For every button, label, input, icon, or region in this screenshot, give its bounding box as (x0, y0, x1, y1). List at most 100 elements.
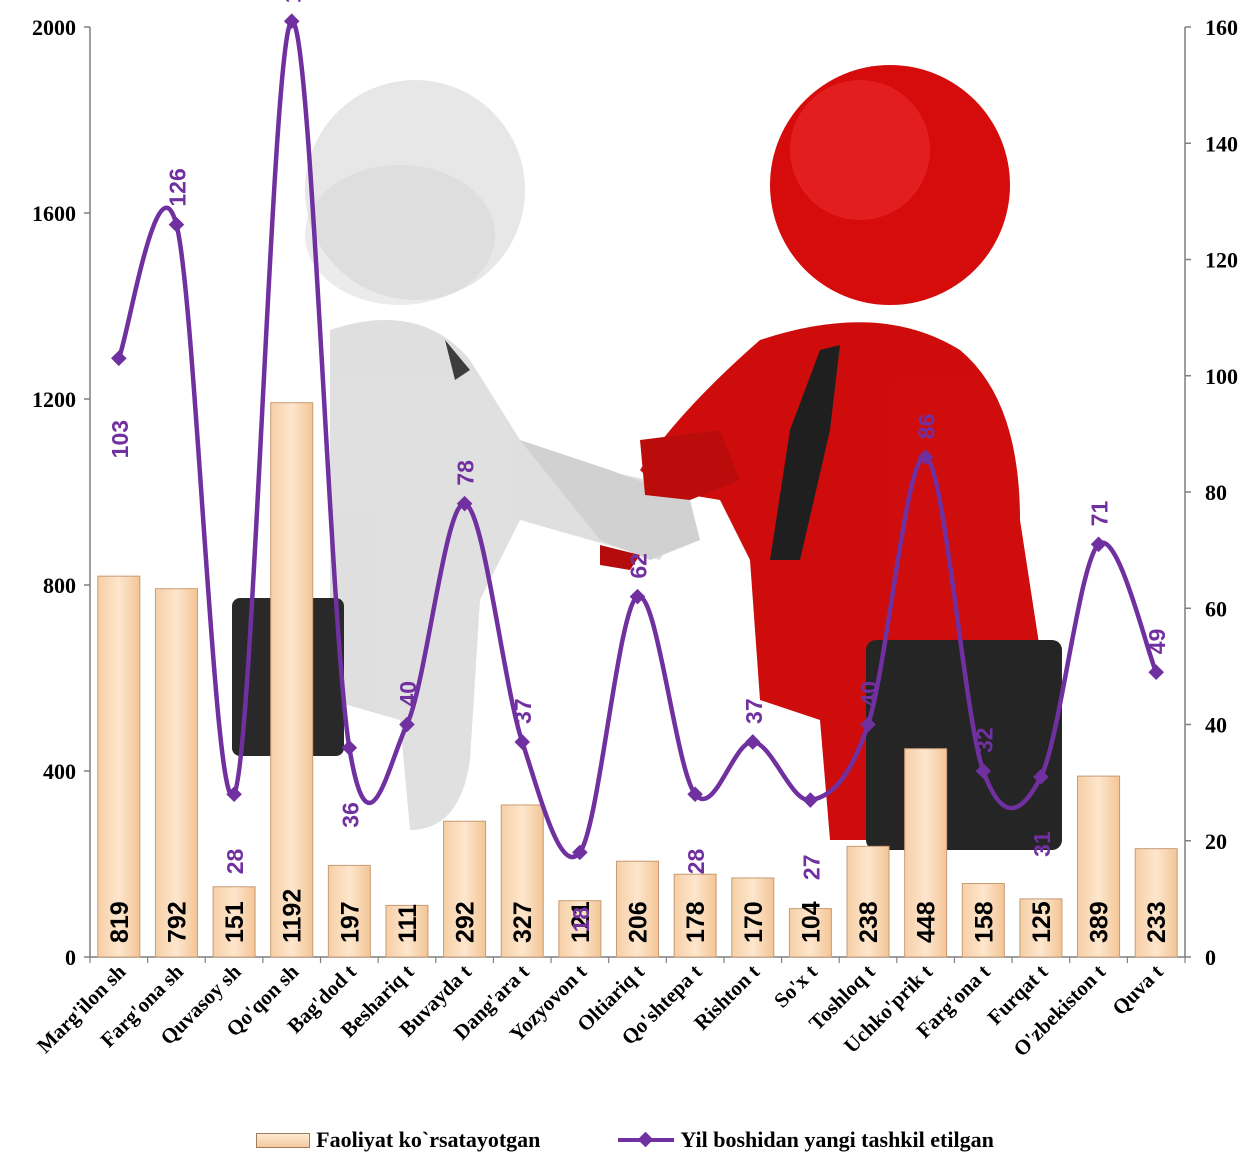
line-value-label: 103 (107, 420, 133, 458)
bar-value-label: 792 (163, 901, 191, 943)
line-value-label: 28 (683, 848, 709, 874)
bar (616, 860, 659, 958)
legend-line-label: Yil boshidan yangi tashkil etilgan (680, 1127, 994, 1152)
line-value-label: 28 (222, 848, 248, 874)
bar-value-label: 292 (452, 901, 480, 943)
bar-value-label: 327 (509, 901, 537, 943)
line-point-marker (168, 216, 185, 233)
bar (731, 877, 775, 958)
line-value-label: 161 (280, 0, 306, 3)
legend-bar-swatch (256, 1132, 311, 1148)
right-tick-label: 100 (1205, 364, 1238, 389)
left-tick-label: 800 (43, 573, 76, 598)
legend-item-bar: Faoliyat ko`rsatayotgan (256, 1127, 540, 1153)
bar (385, 904, 429, 958)
right-tick-label: 40 (1205, 713, 1227, 738)
bar-value-label: 151 (221, 901, 249, 943)
line-point-marker (111, 350, 127, 367)
bar-value-labels: 819 792 151 1192 197 111 292 327 121 206 178 170 104… (106, 889, 1171, 943)
bar (154, 588, 198, 958)
bar-value-label: 125 (1028, 901, 1056, 943)
bar-value-label: 238 (855, 901, 883, 943)
legend: Faoliyat ko`rsatayotgan Yil boshidan yan… (0, 1120, 1250, 1160)
line-point-marker (514, 734, 531, 750)
bar-value-label: 111 (394, 904, 422, 943)
right-tick-label: 140 (1205, 131, 1238, 156)
left-tick-label: 1600 (32, 201, 76, 226)
right-tick-label: 60 (1205, 596, 1227, 621)
line-value-label: 36 (337, 802, 363, 828)
line-value-label: 32 (971, 727, 997, 753)
line-value-labels: 103 126 28 161 36 40 78 37 18 62 28 37 27 40 86 32 31 71 4… (107, 0, 1170, 932)
bar (1019, 898, 1063, 958)
bar (961, 883, 1005, 958)
bar-value-label: 170 (740, 901, 768, 943)
line-series (111, 13, 1164, 861)
bar-value-label: 1192 (279, 889, 307, 943)
bar-value-label: 819 (106, 901, 134, 943)
right-tick-label: 0 (1205, 945, 1216, 970)
bar (1077, 775, 1121, 958)
left-tick-label: 2000 (32, 15, 76, 40)
left-tick-label: 400 (43, 759, 76, 784)
bar (97, 575, 141, 958)
line-point-marker (226, 786, 242, 803)
line-value-label: 31 (1029, 831, 1055, 857)
line-point-marker (1148, 664, 1164, 680)
line-point-marker (802, 792, 819, 808)
bar (443, 820, 487, 958)
line-value-label: 27 (798, 854, 824, 880)
bar (846, 845, 890, 958)
line-value-label: 37 (741, 698, 767, 724)
line-value-label: 62 (626, 553, 652, 579)
bar-series (97, 402, 1178, 958)
line-point-marker (629, 588, 646, 605)
legend-line-swatch (618, 1133, 675, 1147)
red-figure-tie (770, 345, 840, 560)
line-value-label: 71 (1087, 501, 1113, 527)
bar-value-label: 448 (913, 901, 941, 943)
right-tick-label: 20 (1205, 829, 1227, 854)
series-line (116, 18, 1159, 860)
bar-value-label: 197 (336, 901, 364, 943)
legend-bar-label: Faoliyat ko`rsatayotgan (316, 1127, 541, 1152)
line-value-label: 18 (568, 907, 594, 933)
bar (212, 886, 256, 958)
right-axis-ticks: 0 20 40 60 80 100 120 140 160 (1185, 15, 1238, 970)
line-value-label: 40 (856, 681, 882, 707)
bar-value-label: 233 (1143, 901, 1171, 943)
bar (327, 864, 371, 958)
bar (1134, 848, 1178, 958)
right-tick-label: 160 (1205, 15, 1238, 40)
left-tick-label: 1200 (32, 387, 76, 412)
bar-value-label: 389 (1086, 901, 1114, 943)
bar (904, 748, 948, 958)
line-point-marker (1090, 536, 1107, 553)
line-point-marker (572, 844, 588, 861)
handshake-illustration (232, 65, 1062, 850)
bar (270, 402, 314, 958)
line-value-label: 49 (1144, 629, 1170, 655)
bar-value-label: 104 (797, 901, 825, 943)
line-value-label: 126 (164, 168, 190, 206)
category-label: Quva t (1107, 960, 1167, 1020)
line-value-label: 37 (510, 698, 536, 724)
line-point-marker (687, 786, 703, 803)
bar-value-label: 121 (567, 901, 595, 943)
line-point-marker (1033, 769, 1049, 785)
legend-item-line: Yil boshidan yangi tashkil etilgan (618, 1127, 994, 1153)
bar (788, 908, 832, 958)
line-value-label: 40 (395, 681, 421, 707)
left-tick-label: 0 (65, 945, 76, 970)
right-tick-label: 120 (1205, 248, 1238, 273)
line-value-label: 78 (453, 460, 479, 486)
line-point-marker (860, 716, 876, 733)
category-label: So'x t (769, 960, 822, 1013)
bar-value-label: 206 (625, 901, 653, 943)
bar (558, 900, 602, 958)
bar (500, 804, 544, 958)
line-point-marker (975, 763, 992, 779)
line-point-marker (744, 734, 761, 750)
